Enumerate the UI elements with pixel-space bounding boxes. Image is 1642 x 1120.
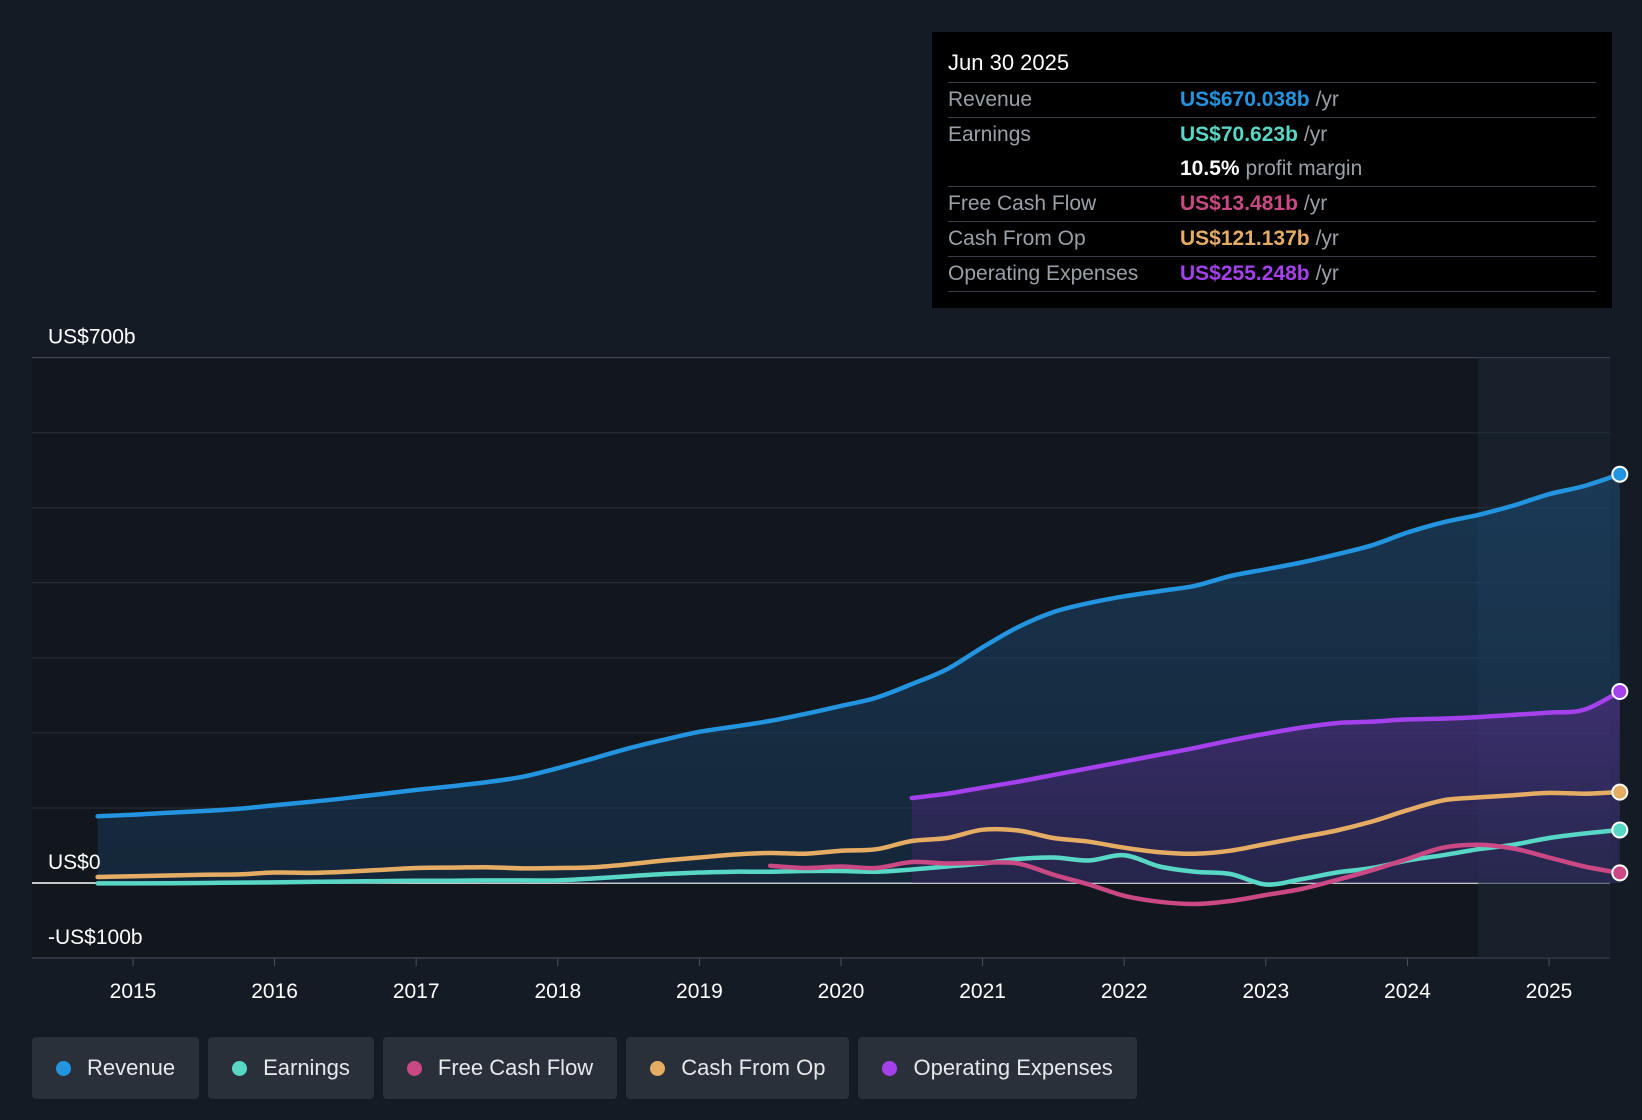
tooltip-label: Operating Expenses: [948, 262, 1139, 285]
tooltip-row-operating-expenses: Operating Expenses US$255.248b /yr: [948, 256, 1596, 292]
line-cash-from-op: [95, 789, 1623, 880]
line-revenue: [95, 471, 1623, 819]
legend-item-free-cash-flow[interactable]: Free Cash Flow: [382, 1037, 618, 1099]
legend: Revenue Earnings Free Cash Flow Cash Fro…: [32, 1037, 1137, 1099]
y-axis-labels: US$700b US$0 -US$100b: [48, 326, 143, 949]
x-axis-label: 2016: [251, 980, 298, 1003]
end-dot-revenue: [1611, 465, 1629, 483]
y-axis-label: US$0: [48, 851, 101, 874]
tooltip-row-free-cash-flow: Free Cash Flow US$13.481b /yr: [948, 186, 1596, 221]
legend-label: Free Cash Flow: [437, 1055, 594, 1080]
end-dots: [1611, 465, 1629, 882]
tooltip-unit: /yr: [1303, 192, 1328, 215]
tooltip-panel: Jun 30 2025 Revenue US$670.038b /yr Earn…: [932, 32, 1612, 308]
x-axis-label: 2015: [110, 980, 157, 1003]
x-axis-label: 2024: [1384, 980, 1431, 1003]
tooltip-value: US$70.623b: [1180, 123, 1298, 146]
x-axis-label: 2021: [959, 980, 1006, 1003]
tooltip-unit: /yr: [1315, 227, 1339, 250]
end-dot-earnings: [1611, 821, 1629, 839]
y-axis-label: US$700b: [48, 326, 136, 349]
tooltip-label: Cash From Op: [948, 227, 1086, 250]
tooltip-label: Free Cash Flow: [948, 192, 1097, 215]
legend-label: Operating Expenses: [913, 1055, 1113, 1080]
tooltip-unit: /yr: [1315, 88, 1339, 111]
x-axis-labels: 2015 2016 2017 2018 2019 2020 2021 2022 2023 2024…: [110, 958, 1573, 1003]
end-dot-operating-expenses: [1611, 682, 1629, 700]
legend-dot-icon: [406, 1060, 422, 1076]
tooltip-row-cash-from-op: Cash From Op US$121.137b /yr: [948, 221, 1596, 256]
tooltip-unit: /yr: [1315, 262, 1339, 285]
legend-dot-icon: [232, 1060, 248, 1076]
x-axis-label: 2017: [393, 980, 440, 1003]
tooltip-value: US$121.137b: [1180, 227, 1310, 250]
tooltip-label: Revenue: [948, 88, 1033, 111]
tooltip-date: Jun 30 2025: [948, 50, 1070, 75]
end-dot-free-cash-flow: [1611, 864, 1629, 882]
legend-dot-icon: [56, 1060, 71, 1076]
x-axis-label: 2023: [1242, 980, 1289, 1003]
tooltip-value: 10.5%: [1180, 157, 1240, 180]
tooltip-row-profit-margin: 10.5% profit margin: [948, 152, 1596, 186]
legend-item-cash-from-op[interactable]: Cash From Op: [626, 1037, 850, 1099]
tooltip-value: US$255.248b: [1180, 262, 1310, 285]
tooltip-value: US$670.038b: [1180, 88, 1310, 111]
tooltip-unit: profit margin: [1245, 157, 1363, 180]
legend-dot-icon: [882, 1060, 898, 1076]
legend-dot-icon: [650, 1060, 666, 1076]
x-axis-label: 2025: [1526, 980, 1573, 1003]
legend-item-operating-expenses[interactable]: Operating Expenses: [858, 1037, 1137, 1099]
legend-item-revenue[interactable]: Revenue: [32, 1037, 200, 1099]
x-axis-label: 2020: [818, 980, 865, 1003]
series-lines: [95, 471, 1623, 907]
line-operating-expenses: [909, 689, 1623, 801]
x-axis-label: 2019: [676, 980, 723, 1003]
x-axis-label: 2018: [534, 980, 581, 1003]
legend-label: Cash From Op: [681, 1055, 826, 1080]
tooltip-label: Earnings: [948, 123, 1031, 146]
legend-item-earnings[interactable]: Earnings: [208, 1037, 374, 1099]
end-dot-cash-from-op: [1611, 783, 1629, 801]
legend-label: Revenue: [87, 1055, 176, 1080]
tooltip-row-earnings: Earnings US$70.623b /yr: [948, 117, 1596, 152]
line-earnings: [95, 827, 1623, 887]
tooltip-value: US$13.481b: [1180, 192, 1298, 215]
y-axis-label: -US$100b: [48, 926, 143, 949]
tooltip-row-revenue: Revenue US$670.038b /yr: [948, 82, 1596, 117]
legend-label: Earnings: [263, 1055, 350, 1080]
tooltip-unit: /yr: [1303, 123, 1328, 146]
line-free-cash-flow: [767, 842, 1623, 907]
x-axis-label: 2022: [1101, 980, 1148, 1003]
area-operating-expenses: [911, 691, 1620, 883]
